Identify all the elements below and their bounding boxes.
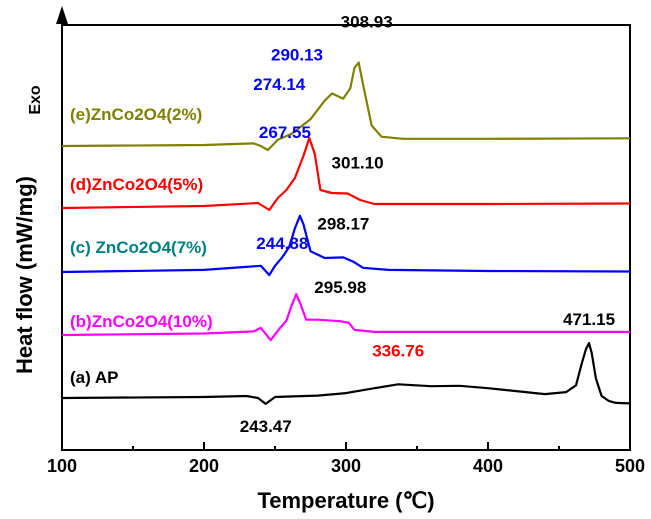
peak-label-6: 267.55 [259,123,311,142]
peak-label-0: 243.47 [240,417,292,436]
y-axis-label: Heat flow (mW/mg) [12,176,37,374]
x-tick-label: 300 [331,456,361,476]
x-axis-ticks: 100 200 300 400 500 [47,442,645,476]
series-line-0 [61,342,631,405]
x-tick-label: 500 [615,456,645,476]
series-labels: (a) AP (b)ZnCo2O4(10%) (c) ZnCo2O4(7%) (d)Z… [70,105,213,387]
series-label-0: (a) AP [70,368,119,387]
peak-label-10: 308.93 [341,13,393,32]
x-tick-label: 100 [47,456,77,476]
series-line-4 [61,61,631,152]
series-layer [61,61,631,405]
exo-arrow-head [56,6,68,24]
series-line-2 [61,214,631,277]
peak-label-1: 336.76 [372,341,424,360]
series-label-4: (e)ZnCo2O4(2%) [70,105,202,124]
peak-annotations: 243.47 336.76 471.15 295.98 244.88 298.17 267.… [240,13,615,436]
peak-label-7: 301.10 [332,154,384,173]
peak-label-5: 298.17 [317,214,369,233]
exo-label: Exo [27,85,44,115]
series-line-3 [61,136,631,212]
series-label-2: (c) ZnCo2O4(7%) [70,238,207,257]
series-label-1: (b)ZnCo2O4(10%) [70,312,213,331]
series-line-1 [61,293,630,342]
peak-label-8: 274.14 [253,75,306,94]
x-tick-label: 200 [189,456,219,476]
peak-label-9: 290.13 [271,45,323,64]
peak-label-2: 471.15 [563,310,615,329]
exo-arrow [56,6,68,110]
x-tick-label: 400 [473,456,503,476]
peak-label-4: 244.88 [256,234,308,253]
series-label-3: (d)ZnCo2O4(5%) [70,175,203,194]
peak-label-3: 295.98 [314,278,366,297]
x-axis-label: Temperature (℃) [257,488,434,513]
